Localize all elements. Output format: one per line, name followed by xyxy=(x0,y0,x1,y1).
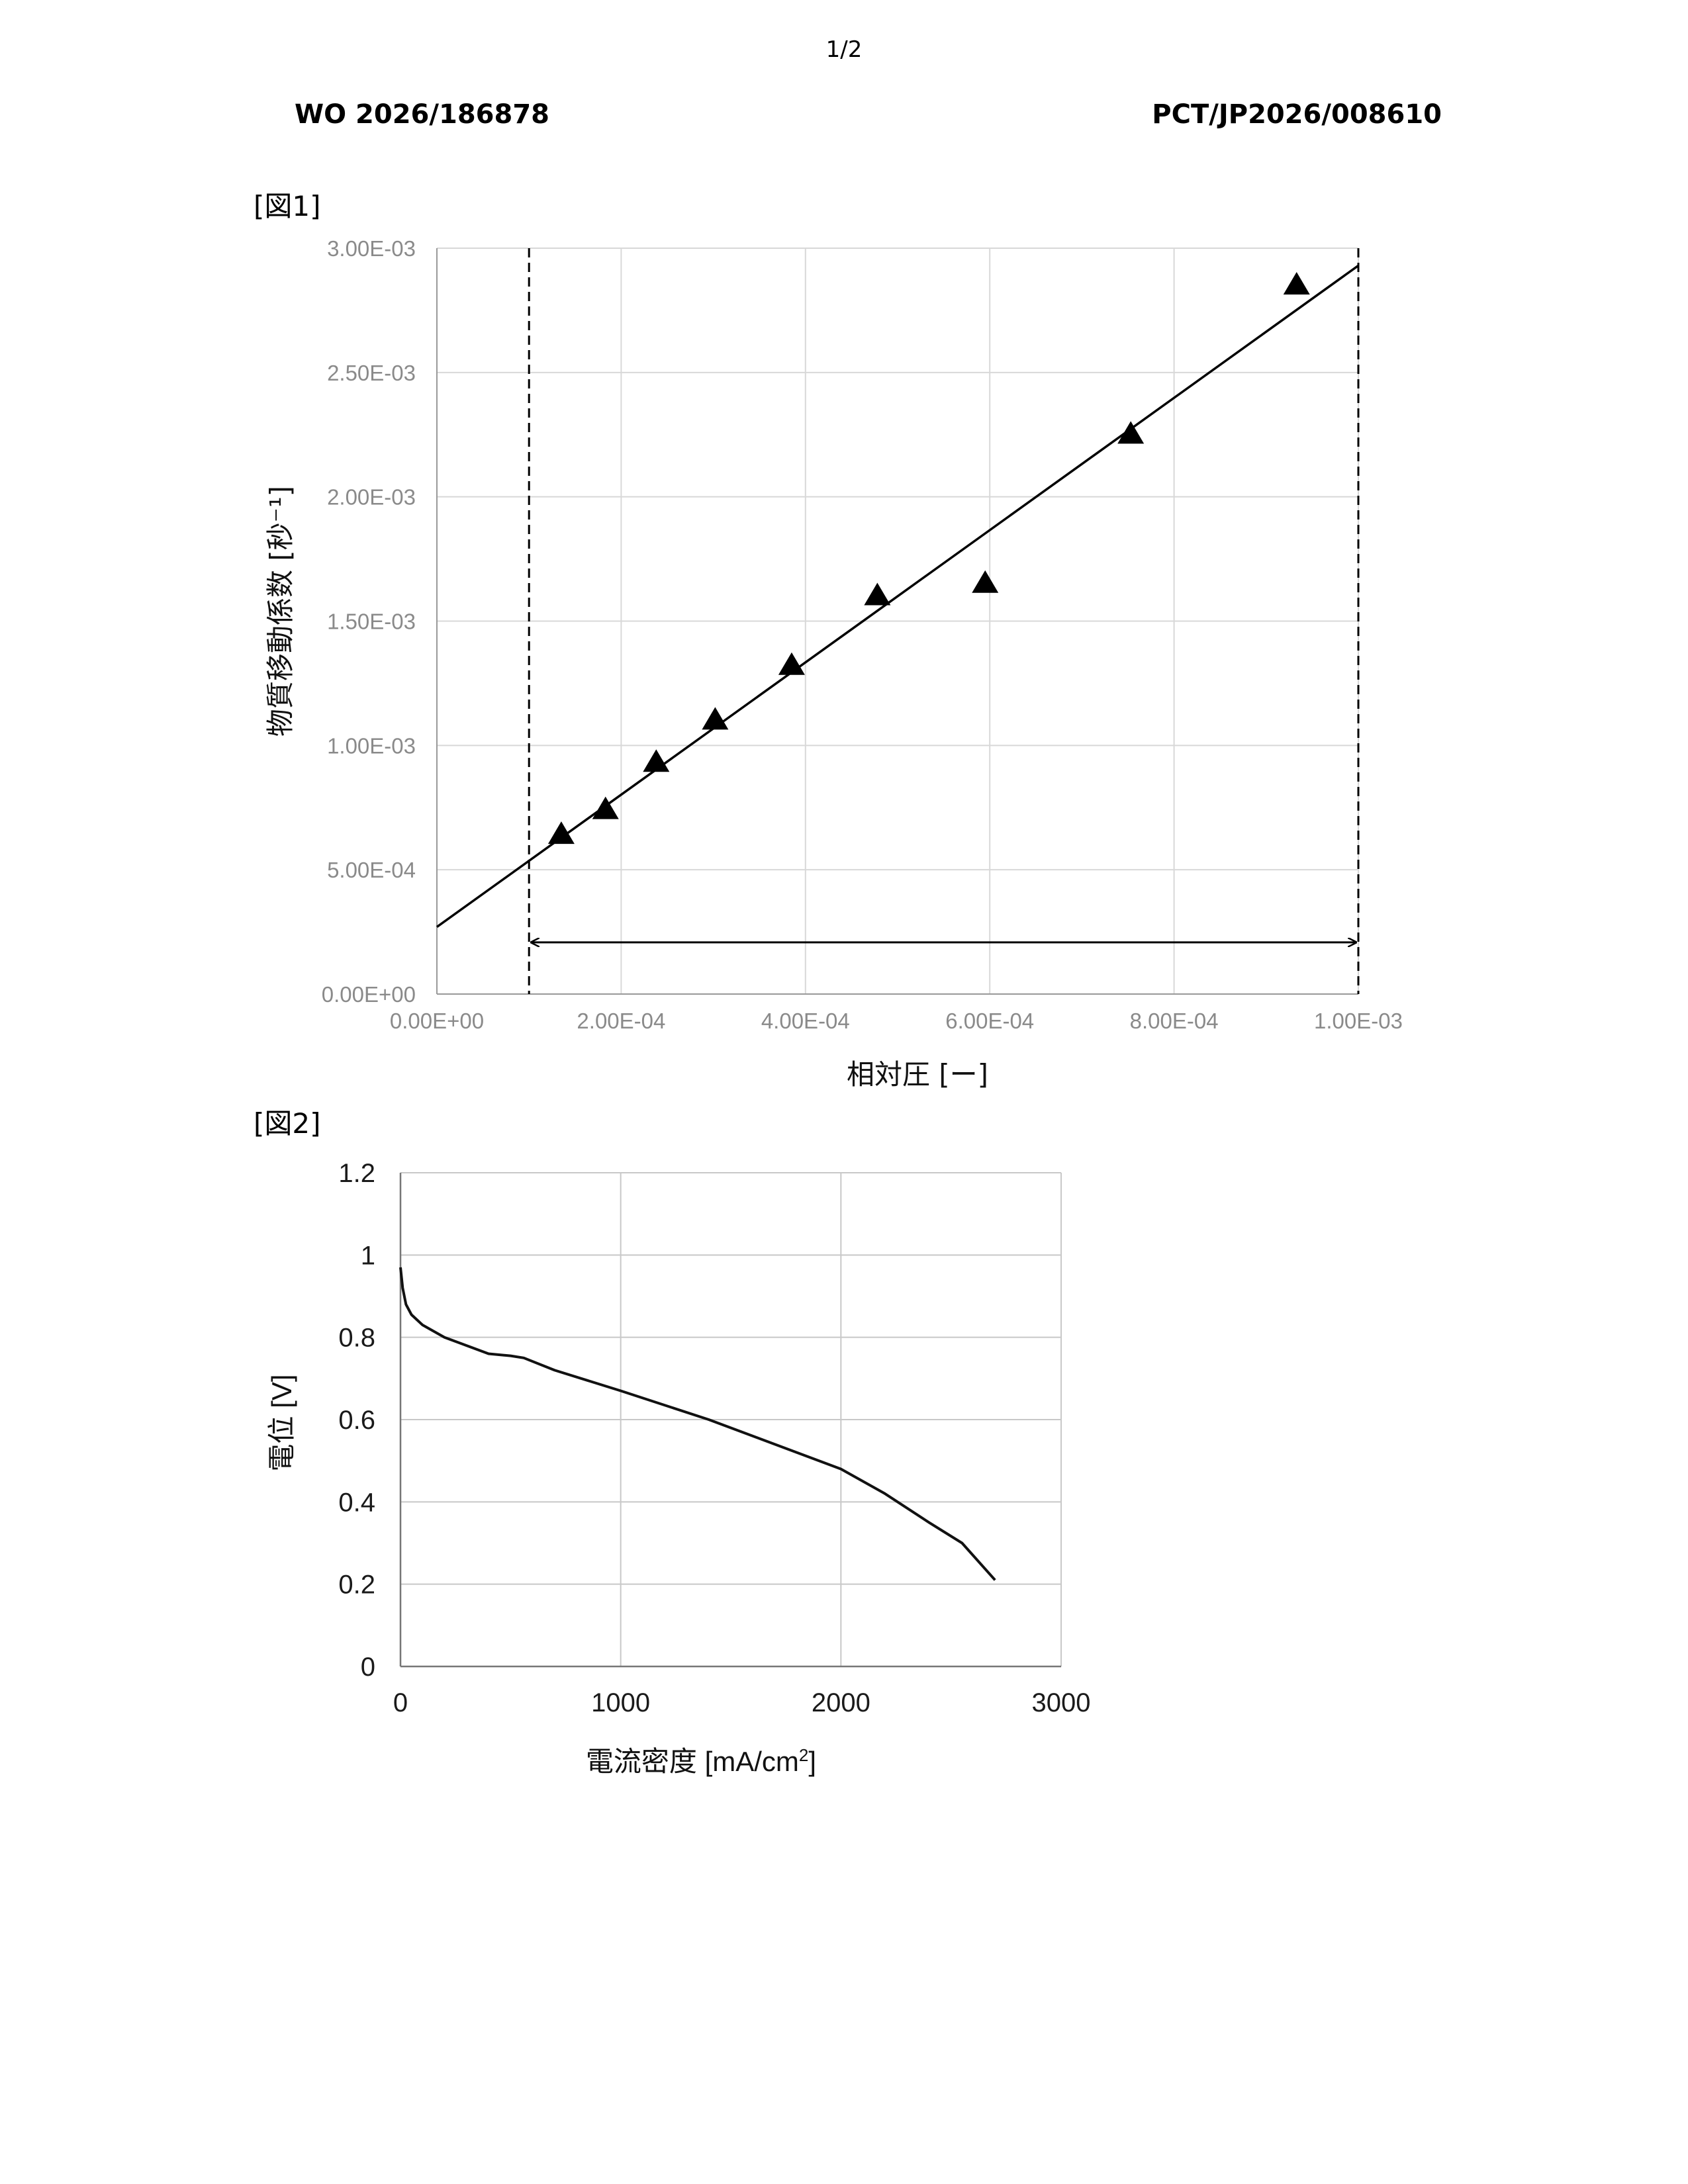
polarization-curve xyxy=(400,1267,995,1580)
y-tick-label: 2.50E-03 xyxy=(327,361,416,385)
data-point-triangle xyxy=(864,583,890,606)
x-tick-label: 1000 xyxy=(591,1688,650,1717)
x-tick-label: 0 xyxy=(393,1688,408,1717)
y-tick-label: 1 xyxy=(361,1241,375,1270)
y-tick-label: 0 xyxy=(361,1653,375,1682)
data-point-triangle xyxy=(643,749,669,772)
data-point-triangle xyxy=(972,570,998,593)
y-tick-label: 0.8 xyxy=(338,1324,375,1353)
chart-1-mass-transfer: 0.00E+00 2.00E-04 4.00E-04 6.00E-04 8.00E-04… xyxy=(264,236,1403,1091)
data-point-triangle xyxy=(702,707,728,729)
x-axis-label: 電流密度 [mA/cm2] xyxy=(586,1745,816,1777)
data-point-triangle xyxy=(1117,421,1144,443)
y-tick-label: 2.00E-03 xyxy=(327,485,416,510)
data-point-triangle xyxy=(778,653,805,675)
y-tick-label: 0.6 xyxy=(338,1406,375,1435)
x-axis-label-end: ] xyxy=(808,1746,816,1777)
x-axis-label: 相対圧 [ー] xyxy=(847,1058,988,1091)
y-axis-label: 電位 [V] xyxy=(266,1374,297,1471)
x-tick-label: 0.00E+00 xyxy=(390,1009,484,1033)
y-tick-label: 1.00E-03 xyxy=(327,733,416,758)
y-tick-label: 1.50E-03 xyxy=(327,610,416,634)
chart-2-polarization: 0 1000 2000 3000 0 0.2 0.4 0.6 0.8 1 1.2 電流密度 [mA/c… xyxy=(266,1159,1090,1777)
y-tick-label: 5.00E-04 xyxy=(327,858,416,882)
y-axis-label: 物質移動係数 [秒⁻¹] xyxy=(264,486,297,737)
fit-line xyxy=(437,265,1358,927)
x-tick-label: 8.00E-04 xyxy=(1130,1009,1219,1033)
x-tick-label: 4.00E-04 xyxy=(761,1009,850,1033)
x-tick-label: 1.00E-03 xyxy=(1314,1009,1403,1033)
x-tick-label: 3000 xyxy=(1032,1688,1091,1717)
x-tick-label: 2000 xyxy=(812,1688,870,1717)
y-tick-label: 3.00E-03 xyxy=(327,236,416,261)
data-point-triangle xyxy=(548,821,575,844)
y-tick-label: 1.2 xyxy=(338,1159,375,1188)
x-axis-label-superscript: 2 xyxy=(799,1745,808,1765)
x-tick-label: 6.00E-04 xyxy=(945,1009,1034,1033)
x-tick-label: 2.00E-04 xyxy=(577,1009,665,1033)
y-tick-label: 0.4 xyxy=(338,1488,375,1517)
data-point-triangle xyxy=(1284,272,1310,295)
y-tick-label: 0.00E+00 xyxy=(322,982,416,1007)
y-tick-label: 0.2 xyxy=(338,1570,375,1600)
